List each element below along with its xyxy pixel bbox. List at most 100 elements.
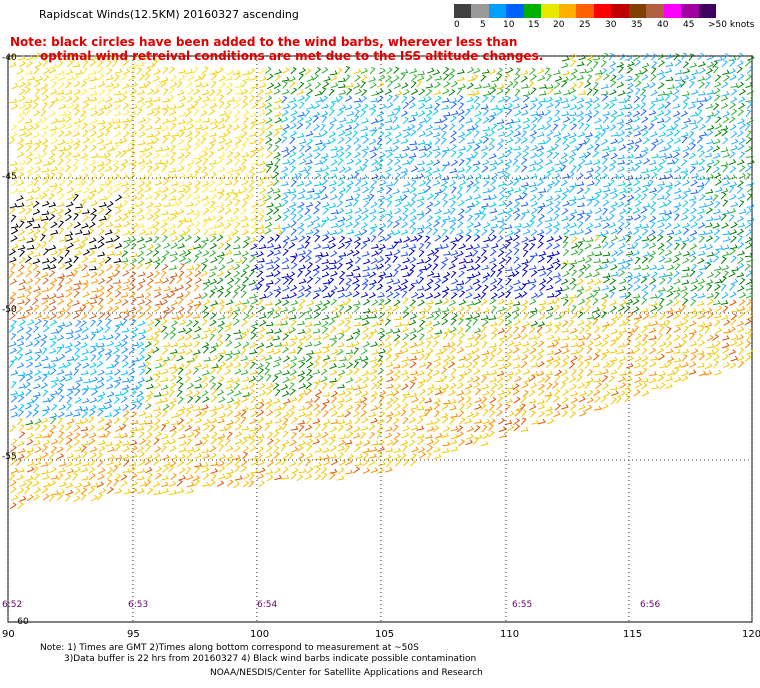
- wind-barb: [305, 116, 313, 123]
- wind-barb: [738, 96, 746, 104]
- wind-barb: [625, 159, 634, 165]
- wind-barb: [505, 348, 513, 355]
- wind-barb: [298, 432, 306, 440]
- wind-barb: [441, 432, 449, 439]
- wind-barb: [105, 229, 113, 235]
- wind-barb: [328, 433, 337, 439]
- wind-barb: [547, 417, 555, 425]
- wind-barb: [298, 356, 306, 363]
- wind-barb: [488, 111, 497, 118]
- wind-barb: [331, 348, 339, 355]
- wind-barb: [426, 305, 433, 313]
- wind-barb: [137, 377, 146, 384]
- wind-barb: [360, 222, 368, 229]
- wind-barb: [664, 94, 671, 102]
- wind-barb: [105, 75, 114, 81]
- wind-barb: [640, 102, 647, 110]
- wind-barb: [634, 80, 642, 88]
- wind-barb: [289, 396, 298, 403]
- wind-barb: [201, 409, 208, 418]
- wind-barb: [185, 451, 193, 460]
- wind-barb: [449, 200, 457, 208]
- wind-barb: [626, 276, 633, 284]
- wind-barb: [672, 299, 680, 307]
- wind-barb: [545, 227, 553, 235]
- wind-barb: [713, 152, 721, 159]
- wind-barb: [690, 143, 697, 151]
- wind-barb: [736, 52, 744, 61]
- wind-barb: [217, 340, 224, 348]
- wind-barb: [98, 335, 107, 341]
- wind-barb: [33, 304, 40, 312]
- wind-barb: [384, 318, 391, 326]
- wind-barb: [123, 278, 131, 285]
- wind-barb: [72, 95, 80, 103]
- wind-barb: [616, 74, 624, 81]
- wind-barb: [578, 404, 586, 411]
- wind-barb: [105, 353, 112, 361]
- wind-barb: [576, 228, 585, 235]
- wind-barb: [51, 80, 58, 89]
- wind-barb: [33, 383, 41, 389]
- wind-barb: [256, 362, 264, 370]
- wind-barb: [65, 158, 72, 166]
- wind-barb: [608, 285, 617, 292]
- wind-barb: [705, 207, 713, 215]
- wind-barb: [282, 207, 291, 215]
- wind-barb: [497, 138, 505, 145]
- wind-barb: [440, 123, 448, 131]
- wind-barb: [537, 256, 545, 263]
- wind-barb: [66, 329, 74, 335]
- wind-barb: [248, 185, 255, 194]
- wind-barb: [33, 80, 41, 88]
- wind-barb: [352, 249, 360, 257]
- wind-barb: [273, 164, 279, 173]
- wind-barb: [392, 389, 400, 397]
- wind-barb: [257, 270, 264, 278]
- wind-barb: [459, 371, 467, 377]
- wind-barb: [377, 360, 384, 368]
- wind-barb: [369, 66, 376, 75]
- wind-barb: [410, 235, 418, 242]
- wind-barb: [513, 279, 521, 286]
- wind-barb: [378, 318, 385, 326]
- wind-barb: [722, 244, 730, 251]
- wind-barb: [568, 298, 575, 307]
- wind-barb: [568, 88, 577, 95]
- wind-barb: [89, 144, 97, 152]
- wind-barb: [257, 277, 265, 284]
- wind-barb: [689, 62, 698, 68]
- wind-barb: [434, 95, 442, 103]
- wind-barb: [489, 194, 498, 201]
- wind-barb: [394, 432, 401, 440]
- wind-barb: [560, 97, 569, 104]
- wind-barb: [282, 430, 289, 438]
- wind-barb: [74, 208, 83, 215]
- wind-barb: [153, 406, 161, 412]
- wind-barb: [201, 82, 209, 88]
- wind-barb: [618, 355, 627, 362]
- wind-barb: [272, 335, 281, 341]
- wind-barb: [568, 319, 575, 328]
- wind-barb: [571, 368, 577, 377]
- wind-barb: [457, 109, 465, 116]
- wind-barb: [473, 185, 480, 194]
- wind-barb: [608, 164, 616, 172]
- wind-barb: [474, 333, 482, 341]
- wind-barb: [264, 368, 271, 376]
- wind-barb: [410, 453, 417, 461]
- wind-barb: [473, 200, 481, 208]
- wind-barb: [713, 109, 721, 118]
- wind-barb: [163, 286, 171, 292]
- wind-barb: [600, 90, 609, 96]
- wind-barb: [226, 397, 235, 404]
- wind-barb: [265, 160, 274, 166]
- wind-barb: [579, 68, 588, 74]
- wind-barb: [513, 228, 521, 236]
- wind-barb: [371, 243, 379, 249]
- wind-barb: [624, 305, 631, 313]
- wind-barb: [161, 263, 169, 271]
- wind-barb: [736, 66, 743, 74]
- wind-barb: [577, 368, 584, 376]
- wind-barb: [32, 395, 39, 404]
